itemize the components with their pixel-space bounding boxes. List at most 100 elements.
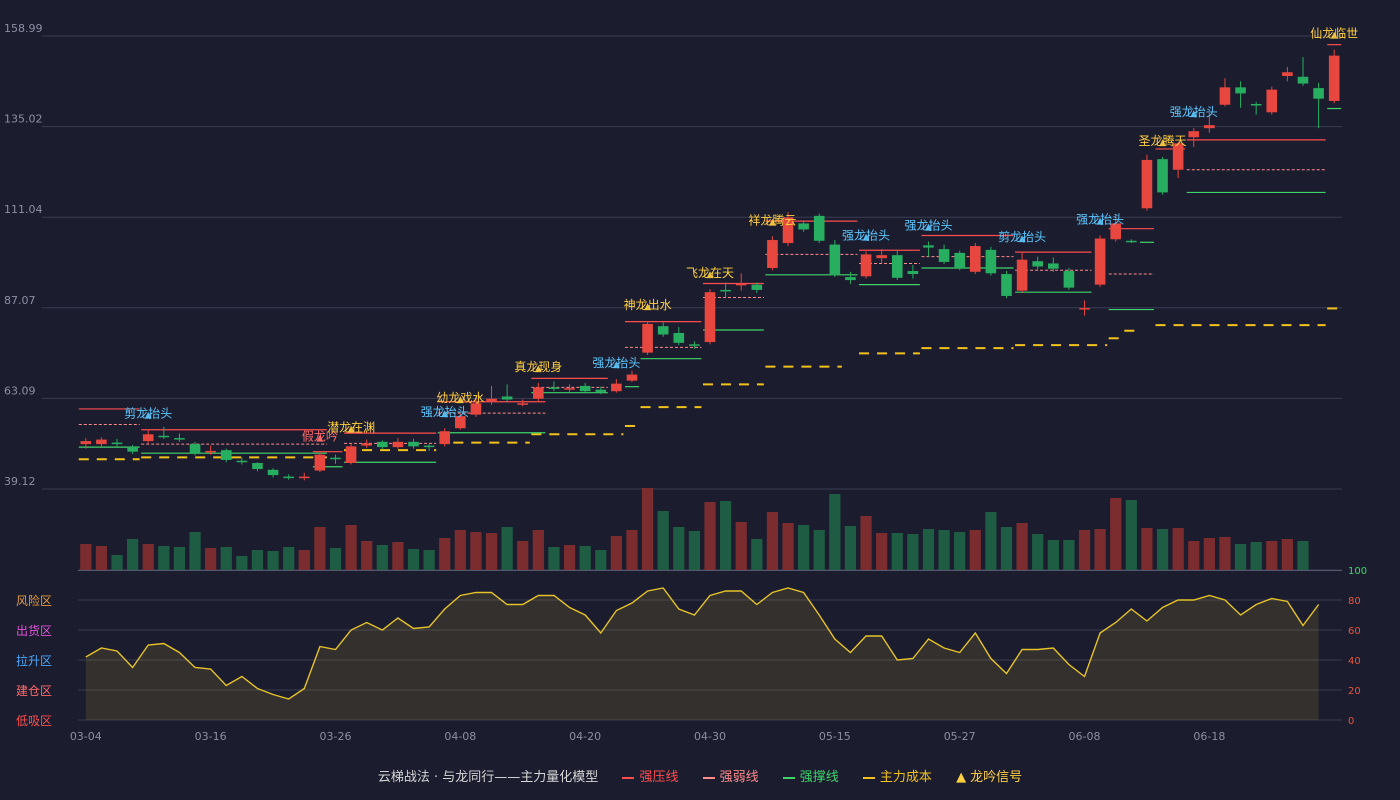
legend-label-support: 强撑线 bbox=[799, 770, 839, 785]
oscillator-tick-label: 60 bbox=[1348, 626, 1361, 637]
price-tick-label: 158.99 bbox=[4, 22, 43, 35]
candle-body bbox=[1282, 72, 1293, 77]
legend-item-resistance: 强压线 bbox=[622, 766, 678, 785]
candle-body bbox=[408, 441, 419, 447]
volume-bars bbox=[78, 488, 1342, 571]
x-tick-label: 04-08 bbox=[444, 730, 476, 743]
level-lines bbox=[78, 44, 1342, 468]
oscillator-tick-label: 0 bbox=[1348, 716, 1354, 727]
signal-triangle-icon: ▲ bbox=[348, 424, 355, 434]
oscillator-zone-label: 风险区 bbox=[16, 593, 52, 608]
signal-label: 祥龙腾云 bbox=[748, 212, 796, 227]
candle-body bbox=[891, 255, 903, 278]
x-tick-label: 06-08 bbox=[1069, 730, 1101, 743]
volume-bar bbox=[532, 530, 544, 570]
legend: 云梯战法 · 与龙同行——主力量化模型 强压线 强弱线 强撑线 主力成本 ▲ 龙吟… bbox=[0, 766, 1400, 785]
volume-bar bbox=[80, 544, 92, 570]
signal-label: 强龙抬头 bbox=[1076, 212, 1124, 226]
candle-body bbox=[189, 444, 201, 454]
volume-bar bbox=[610, 536, 622, 570]
candle-body bbox=[205, 450, 216, 453]
signal-label: 潜龙在渊 bbox=[327, 420, 375, 434]
volume-bar bbox=[454, 530, 466, 570]
candle-body bbox=[673, 332, 685, 343]
signal-label: 强龙抬头 bbox=[1170, 105, 1218, 119]
signal-triangle-icon: ▲ bbox=[769, 217, 776, 227]
signal-triangle-icon: ▲ bbox=[1159, 138, 1166, 148]
volume-bar bbox=[517, 541, 529, 570]
candle-body bbox=[470, 403, 482, 415]
volume-bar bbox=[1234, 544, 1247, 570]
candle-body bbox=[1110, 223, 1122, 240]
volume-bar bbox=[1266, 541, 1278, 570]
signal-triangle-icon: ▲ bbox=[613, 360, 620, 370]
candle-body bbox=[657, 326, 669, 335]
volume-bar bbox=[563, 545, 576, 570]
weak-swatch bbox=[702, 776, 715, 779]
candle-body bbox=[517, 403, 529, 405]
volume-bar bbox=[314, 527, 326, 570]
candle-body bbox=[813, 215, 825, 241]
volume-bar bbox=[95, 546, 108, 570]
x-tick-label: 03-26 bbox=[319, 730, 351, 743]
volume-bar bbox=[501, 527, 513, 570]
volume-bar bbox=[985, 512, 997, 570]
candle-body bbox=[423, 445, 435, 448]
signal-label: 剪龙抬头 bbox=[124, 406, 172, 421]
cost-swatch bbox=[862, 776, 875, 779]
candle-body bbox=[1048, 263, 1059, 269]
volume-bar bbox=[1078, 530, 1091, 570]
legend-item-signal: ▲ 龙吟信号 bbox=[956, 766, 1022, 785]
candle-body bbox=[1266, 89, 1278, 113]
x-tick-label: 04-20 bbox=[569, 730, 601, 743]
candle-body bbox=[1313, 88, 1324, 99]
x-tick-label: 03-16 bbox=[195, 730, 227, 743]
legend-label-cost: 主力成本 bbox=[879, 770, 932, 785]
volume-bar bbox=[220, 547, 232, 570]
candle-body bbox=[860, 254, 872, 277]
signal-label: 仙龙临世 bbox=[1310, 27, 1358, 41]
candle-body bbox=[1250, 103, 1262, 106]
price-tick-label: 87.07 bbox=[4, 294, 36, 307]
volume-bar bbox=[1281, 539, 1294, 570]
candle-body bbox=[361, 443, 372, 446]
volume-bar bbox=[657, 511, 669, 570]
signal-triangle-icon: ▲ bbox=[457, 395, 464, 405]
oscillator-zone-label: 出货区 bbox=[16, 623, 52, 638]
oscillator-zone-label: 建仓区 bbox=[16, 684, 52, 698]
volume-bar bbox=[641, 488, 654, 570]
candle-body bbox=[314, 454, 326, 471]
volume-bar bbox=[1094, 529, 1106, 570]
volume-bar bbox=[798, 525, 810, 570]
volume-bar bbox=[376, 545, 388, 570]
candle-body bbox=[439, 431, 451, 445]
volume-bar bbox=[704, 502, 716, 570]
candle-body bbox=[1188, 131, 1200, 138]
volume-bar bbox=[1188, 541, 1200, 570]
candle-body bbox=[798, 223, 809, 230]
volume-bar bbox=[1203, 538, 1215, 570]
candle-body bbox=[455, 416, 466, 429]
candlesticks bbox=[80, 49, 1340, 481]
candle-body bbox=[158, 435, 170, 438]
volume-bar bbox=[392, 542, 404, 570]
volume-bar bbox=[548, 547, 560, 570]
signal-triangle-icon: ▲ bbox=[535, 364, 542, 374]
candle-body bbox=[236, 460, 248, 463]
signal-triangle-icon: ▲ bbox=[1019, 234, 1026, 244]
volume-bar bbox=[751, 539, 763, 570]
volume-bar bbox=[298, 550, 310, 570]
volume-bar bbox=[1219, 537, 1231, 570]
volume-bar bbox=[719, 501, 732, 570]
candle-body bbox=[548, 387, 560, 389]
oscillator-tick-label: 100 bbox=[1348, 566, 1367, 577]
candle-body bbox=[642, 323, 653, 353]
candle-body bbox=[267, 469, 279, 476]
support-swatch bbox=[782, 776, 795, 779]
signal-triangle-icon: ▲ bbox=[644, 302, 651, 312]
volume-bar bbox=[782, 523, 794, 570]
candle-body bbox=[1219, 87, 1231, 105]
volume-bar bbox=[1250, 542, 1262, 570]
volume-bar bbox=[938, 530, 950, 570]
volume-bar bbox=[595, 550, 607, 570]
